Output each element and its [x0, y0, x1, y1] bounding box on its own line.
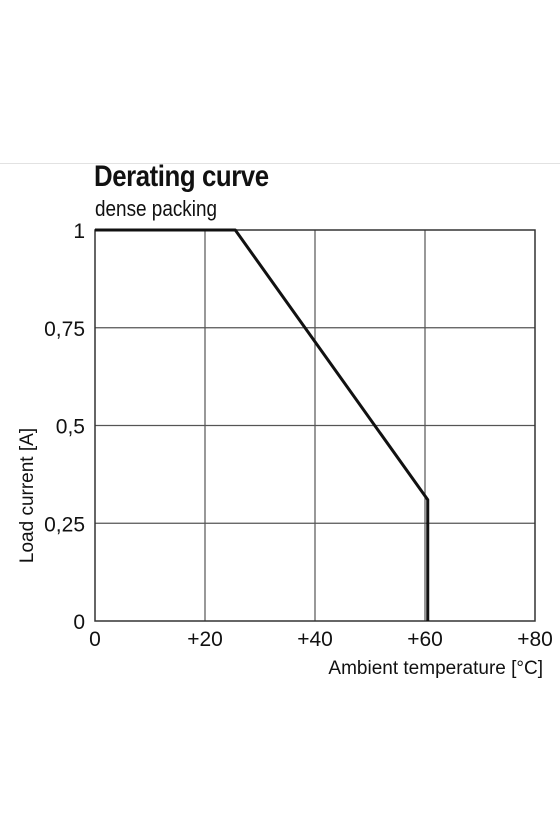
x-tick-label-3: +60 — [407, 628, 443, 651]
x-axis-label: Ambient temperature [°C] — [328, 658, 543, 679]
y-tick-labels: 0 0,25 0,5 0,75 1 — [44, 220, 85, 634]
x-tick-labels: 0 +20 +40 +60 +80 — [89, 628, 553, 651]
y-tick-label-0: 0 — [73, 611, 85, 634]
y-tick-label-2: 0,5 — [56, 416, 85, 439]
x-tick-label-1: +20 — [187, 628, 223, 651]
y-tick-label-1: 0,25 — [44, 513, 85, 536]
top-divider — [0, 163, 560, 164]
series-group — [95, 228, 430, 621]
chart-subtitle: dense packing — [95, 196, 218, 221]
y-axis-label: Load current [A] — [17, 428, 38, 563]
chart-title: Derating curve — [94, 160, 269, 193]
series-line-0 — [95, 228, 430, 621]
plot-frame — [94, 229, 536, 622]
plot-border — [94, 229, 536, 622]
x-tick-label-2: +40 — [297, 628, 333, 651]
x-tick-label-4: +80 — [517, 628, 553, 651]
x-tick-label-0: 0 — [89, 628, 101, 651]
y-tick-label-3: 0,75 — [44, 318, 85, 341]
y-tick-label-4: 1 — [73, 220, 85, 243]
grid-lines — [95, 230, 535, 621]
